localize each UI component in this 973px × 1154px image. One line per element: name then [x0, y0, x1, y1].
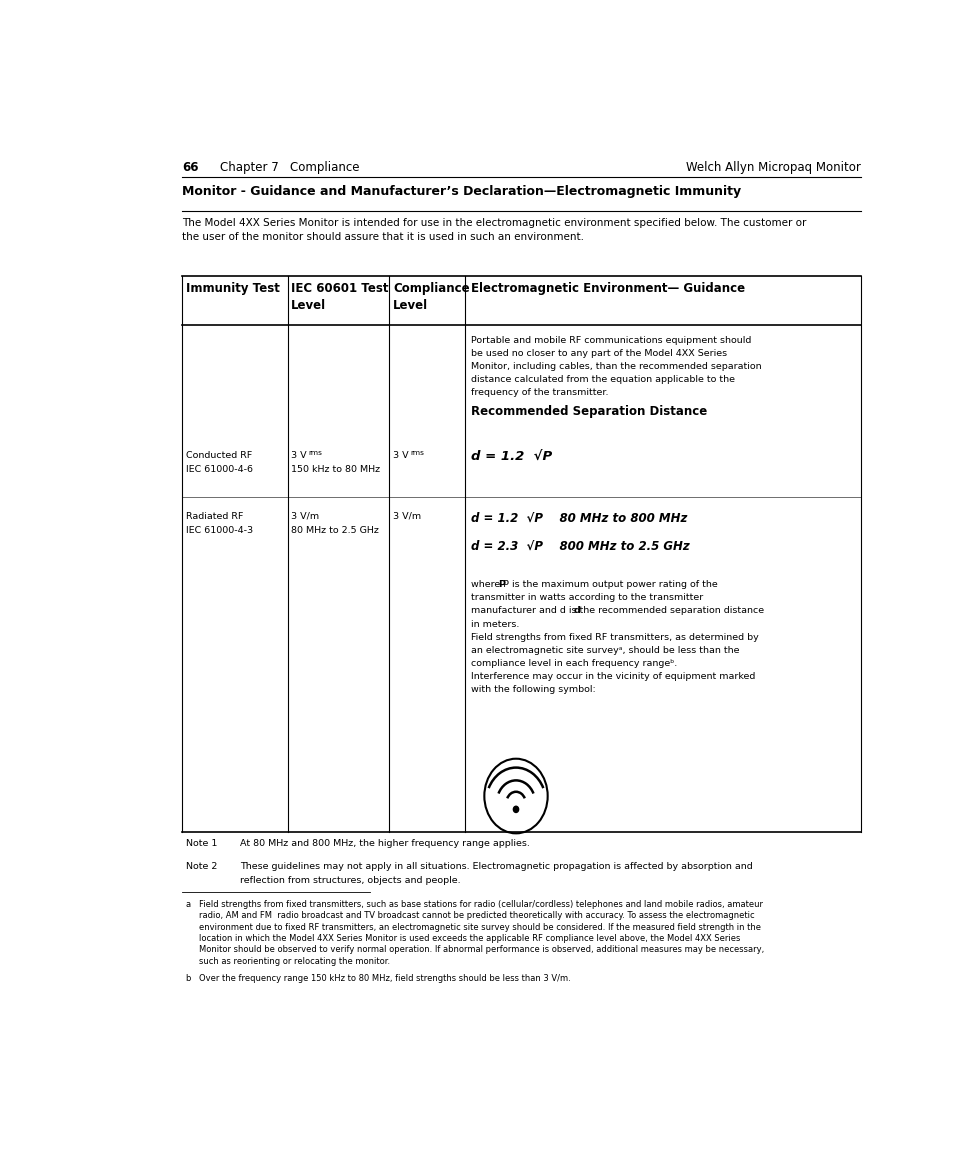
Text: Compliance
Level: Compliance Level	[393, 283, 470, 313]
Text: Radiated RF: Radiated RF	[186, 511, 243, 520]
Text: environment due to fixed RF transmitters, an electromagnetic site survey should : environment due to fixed RF transmitters…	[198, 923, 761, 931]
Text: d: d	[573, 606, 580, 615]
Text: Portable and mobile RF communications equipment should: Portable and mobile RF communications eq…	[471, 336, 751, 345]
Text: d = 1.2  √P: d = 1.2 √P	[471, 451, 552, 464]
Text: Immunity Test: Immunity Test	[186, 283, 279, 295]
Text: with the following symbol:: with the following symbol:	[471, 685, 595, 695]
Text: 66: 66	[182, 160, 198, 174]
Text: Electromagnetic Environment— Guidance: Electromagnetic Environment— Guidance	[471, 283, 745, 295]
Text: radio, AM and FM  radio broadcast and TV broadcast cannot be predicted theoretic: radio, AM and FM radio broadcast and TV …	[198, 912, 754, 921]
Text: Monitor should be observed to verify normal operation. If abnormal performance i: Monitor should be observed to verify nor…	[198, 945, 764, 954]
Text: where P is the maximum output power rating of the: where P is the maximum output power rati…	[471, 580, 717, 589]
Text: 3 V/m: 3 V/m	[393, 511, 421, 520]
Text: such as reorienting or relocating the monitor.: such as reorienting or relocating the mo…	[198, 957, 389, 966]
Text: d = 2.3  √P    800 MHz to 2.5 GHz: d = 2.3 √P 800 MHz to 2.5 GHz	[471, 540, 690, 553]
Text: Monitor - Guidance and Manufacturer’s Declaration—Electromagnetic Immunity: Monitor - Guidance and Manufacturer’s De…	[182, 185, 741, 197]
Text: reflection from structures, objects and people.: reflection from structures, objects and …	[240, 876, 460, 885]
Text: IEC 61000-4-3: IEC 61000-4-3	[186, 526, 253, 535]
Text: Interference may occur in the vicinity of equipment marked: Interference may occur in the vicinity o…	[471, 672, 755, 681]
Text: 3 V: 3 V	[393, 451, 409, 460]
Text: At 80 MHz and 800 MHz, the higher frequency range applies.: At 80 MHz and 800 MHz, the higher freque…	[240, 839, 530, 848]
Text: rms: rms	[308, 450, 322, 456]
Text: b: b	[186, 974, 191, 983]
Text: P: P	[498, 580, 505, 589]
Text: Note 2: Note 2	[186, 862, 217, 871]
Text: an electromagnetic site surveyᵃ, should be less than the: an electromagnetic site surveyᵃ, should …	[471, 646, 739, 654]
Text: location in which the Model 4XX Series Monitor is used exceeds the applicable RF: location in which the Model 4XX Series M…	[198, 934, 739, 943]
Text: The Model 4XX Series Monitor is intended for use in the electromagnetic environm: The Model 4XX Series Monitor is intended…	[182, 218, 807, 228]
Text: be used no closer to any part of the Model 4XX Series: be used no closer to any part of the Mod…	[471, 349, 727, 358]
Text: distance calculated from the equation applicable to the: distance calculated from the equation ap…	[471, 375, 735, 384]
Text: Over the frequency range 150 kHz to 80 MHz, field strengths should be less than : Over the frequency range 150 kHz to 80 M…	[198, 974, 570, 983]
Text: Field strengths from fixed RF transmitters, as determined by: Field strengths from fixed RF transmitte…	[471, 632, 759, 642]
Text: the user of the monitor should assure that it is used in such an environment.: the user of the monitor should assure th…	[182, 232, 584, 242]
Text: manufacturer and d is the recommended separation distance: manufacturer and d is the recommended se…	[471, 606, 764, 615]
Text: in meters.: in meters.	[471, 620, 520, 629]
Text: compliance level in each frequency rangeᵇ.: compliance level in each frequency range…	[471, 659, 677, 668]
Text: 150 kHz to 80 MHz: 150 kHz to 80 MHz	[291, 465, 380, 474]
Text: Monitor, including cables, than the recommended separation: Monitor, including cables, than the reco…	[471, 362, 762, 372]
Text: a: a	[186, 900, 191, 909]
Text: 80 MHz to 2.5 GHz: 80 MHz to 2.5 GHz	[291, 526, 379, 535]
Text: Field strengths from fixed transmitters, such as base stations for radio (cellul: Field strengths from fixed transmitters,…	[198, 900, 763, 909]
Text: IEC 61000-4-6: IEC 61000-4-6	[186, 465, 253, 474]
Text: 3 V: 3 V	[291, 451, 306, 460]
Circle shape	[514, 807, 519, 812]
Text: 3 V/m: 3 V/m	[291, 511, 319, 520]
Text: Note 1: Note 1	[186, 839, 217, 848]
Text: These guidelines may not apply in all situations. Electromagnetic propagation is: These guidelines may not apply in all si…	[240, 862, 753, 871]
Text: d = 1.2  √P    80 MHz to 800 MHz: d = 1.2 √P 80 MHz to 800 MHz	[471, 511, 687, 525]
Text: Chapter 7   Compliance: Chapter 7 Compliance	[220, 160, 359, 174]
Text: frequency of the transmitter.: frequency of the transmitter.	[471, 389, 608, 397]
Text: Welch Allyn Micropaq Monitor: Welch Allyn Micropaq Monitor	[686, 160, 861, 174]
Text: Conducted RF: Conducted RF	[186, 451, 252, 460]
Text: Recommended Separation Distance: Recommended Separation Distance	[471, 405, 707, 418]
Text: IEC 60601 Test
Level: IEC 60601 Test Level	[291, 283, 389, 313]
Text: rms: rms	[411, 450, 424, 456]
Text: transmitter in watts according to the transmitter: transmitter in watts according to the tr…	[471, 593, 703, 602]
